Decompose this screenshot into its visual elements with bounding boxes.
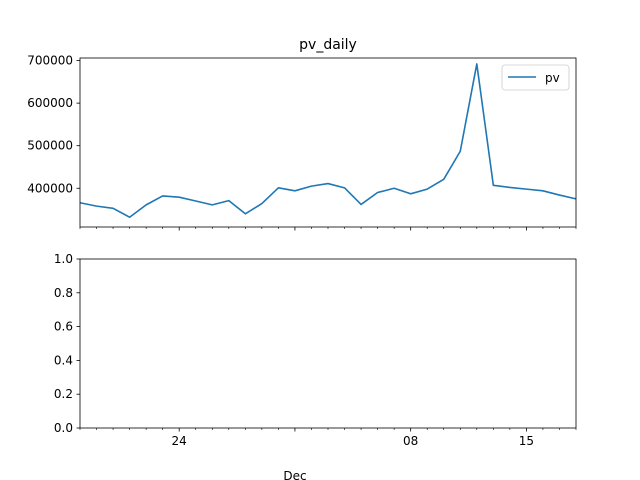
bottom-x-major-ticks: 24 08 15 — [172, 428, 534, 448]
bottom-subplot: 24 08 15 0.0 0.2 0.4 0.6 0.8 1.0 Dec — [54, 252, 577, 480]
top-y-tick-label: 400000 — [27, 181, 73, 195]
bottom-y-tick-label: 0.4 — [54, 353, 73, 367]
series-line-pv — [79, 63, 577, 219]
top-subplot: pv_daily 400000 500000 600000 700000 pv — [27, 37, 577, 231]
x-axis-label: Dec — [283, 469, 306, 480]
bottom-y-tick-label: 0.6 — [54, 320, 73, 334]
top-y-tick-label: 600000 — [27, 96, 73, 110]
bottom-x-tick-label: 08 — [403, 434, 418, 448]
bottom-y-tick-label: 0.0 — [54, 421, 73, 435]
bottom-x-tick-label: 24 — [172, 434, 187, 448]
top-y-tick-label: 500000 — [27, 139, 73, 153]
top-x-major-ticks — [178, 227, 527, 231]
chart-title: pv_daily — [299, 37, 357, 53]
top-y-ticks: 400000 500000 600000 700000 — [27, 54, 80, 195]
legend: pv — [501, 64, 570, 91]
legend-label-pv: pv — [545, 71, 560, 85]
bottom-y-tick-label: 1.0 — [54, 252, 73, 266]
bottom-axes-frame — [79, 258, 577, 429]
bottom-y-tick-label: 0.2 — [54, 387, 73, 401]
top-y-tick-label: 700000 — [27, 54, 73, 68]
bottom-x-tick-label: 15 — [519, 434, 534, 448]
top-axes-frame — [79, 57, 577, 228]
bottom-y-tick-label: 0.8 — [54, 286, 73, 300]
bottom-y-ticks: 0.0 0.2 0.4 0.6 0.8 1.0 — [54, 252, 80, 435]
